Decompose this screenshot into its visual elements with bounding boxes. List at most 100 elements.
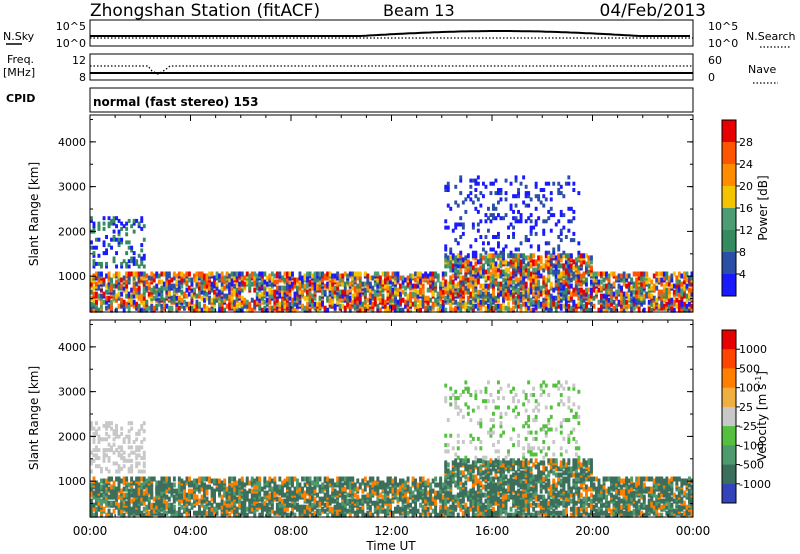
- echo-cell: [394, 476, 397, 482]
- echo-cell: [499, 281, 503, 287]
- echo-cell: [637, 275, 641, 281]
- echo-cell: [117, 285, 121, 291]
- echo-cell: [637, 293, 641, 299]
- echo-cell: [582, 303, 586, 309]
- colorbar-tick-label: 20: [739, 180, 753, 193]
- echo-cell: [351, 502, 355, 508]
- echo-cell: [198, 498, 201, 504]
- echo-cell: [331, 285, 335, 291]
- echo-cell: [401, 283, 405, 289]
- echo-cell: [519, 213, 523, 218]
- echo-cell: [205, 291, 209, 297]
- echo-cell: [348, 476, 352, 482]
- echo-cell: [245, 496, 249, 502]
- echo-cell: [223, 488, 227, 494]
- echo-cell: [122, 458, 126, 463]
- echo-cell: [449, 396, 453, 401]
- echo-cell: [512, 293, 515, 299]
- echo-cell: [112, 289, 116, 295]
- echo-cell: [429, 297, 433, 303]
- echo-cell: [230, 295, 234, 301]
- echo-cell: [162, 297, 166, 303]
- echo-cell: [278, 506, 282, 512]
- echo-cell: [105, 498, 108, 504]
- echo-cell: [152, 508, 156, 514]
- echo-cell: [132, 508, 136, 514]
- echo-cell: [95, 245, 98, 250]
- echo-cell: [534, 281, 538, 287]
- echo-cell: [188, 301, 191, 307]
- echo-cell: [273, 289, 277, 295]
- echo-cell: [461, 289, 465, 295]
- echo-cell: [590, 293, 593, 299]
- echo-cell: [446, 418, 450, 423]
- echo-cell: [554, 263, 558, 269]
- echo-cell: [482, 291, 485, 297]
- echo-cell: [248, 285, 252, 291]
- echo-cell: [228, 512, 232, 518]
- echo-cell: [122, 492, 126, 498]
- echo-cell: [532, 253, 536, 259]
- echo-cell: [162, 512, 166, 518]
- echo-cell: [399, 283, 402, 289]
- echo-cell: [582, 279, 586, 285]
- echo-cell: [512, 305, 515, 311]
- echo-cell: [142, 421, 146, 426]
- echo-cell: [612, 305, 616, 311]
- echo-cell: [152, 305, 156, 311]
- echo-cell: [142, 461, 146, 466]
- echo-cell: [120, 431, 124, 436]
- echo-cell: [549, 191, 553, 196]
- echo-cell: [441, 275, 445, 281]
- echo-cell: [401, 307, 405, 313]
- echo-cell: [652, 295, 656, 301]
- echo-cell: [497, 263, 500, 269]
- echo-cell: [426, 506, 430, 512]
- echo-cell: [517, 219, 520, 224]
- echo-cell: [301, 303, 304, 309]
- echo-cell: [492, 273, 495, 279]
- echo-cell: [127, 466, 131, 471]
- colorbar-segment: [722, 252, 736, 275]
- echo-cell: [218, 295, 221, 301]
- echo-cell: [544, 181, 548, 186]
- echo-cell: [130, 492, 134, 498]
- echo-cell: [326, 271, 330, 277]
- echo-cell: [494, 295, 498, 301]
- echo-cell: [524, 238, 528, 243]
- echo-cell: [132, 440, 136, 444]
- echo-cell: [529, 271, 533, 277]
- echo-cell: [444, 289, 448, 295]
- echo-cell: [587, 269, 591, 275]
- echo-cell: [572, 287, 576, 293]
- echo-cell: [474, 181, 478, 186]
- echo-cell: [527, 293, 531, 299]
- echo-cell: [107, 287, 111, 293]
- echo-cell: [125, 500, 129, 506]
- echo-cell: [265, 281, 269, 287]
- echo-cell: [454, 402, 458, 407]
- echo-cell: [524, 267, 528, 273]
- echo-cell: [225, 486, 229, 492]
- echo-cell: [351, 271, 355, 277]
- echo-cell: [504, 271, 508, 277]
- echo-cell: [102, 484, 106, 490]
- echo-cell: [180, 283, 184, 289]
- echo-cell: [135, 448, 139, 453]
- echo-cell: [479, 305, 483, 311]
- colorbar-segment: [722, 142, 736, 165]
- echo-cell: [368, 488, 372, 494]
- echo-cell: [454, 405, 458, 410]
- echo-cell: [137, 303, 141, 309]
- echo-cell: [127, 458, 131, 463]
- echo-cell: [291, 506, 294, 512]
- echo-cell: [454, 472, 458, 478]
- echo-cell: [250, 281, 254, 287]
- echo-cell: [318, 275, 322, 281]
- echo-cell: [147, 281, 151, 287]
- echo-cell: [677, 285, 681, 291]
- echo-cell: [208, 307, 211, 313]
- echo-cell: [459, 175, 463, 180]
- echo-cell: [142, 303, 146, 309]
- echo-cell: [298, 482, 302, 488]
